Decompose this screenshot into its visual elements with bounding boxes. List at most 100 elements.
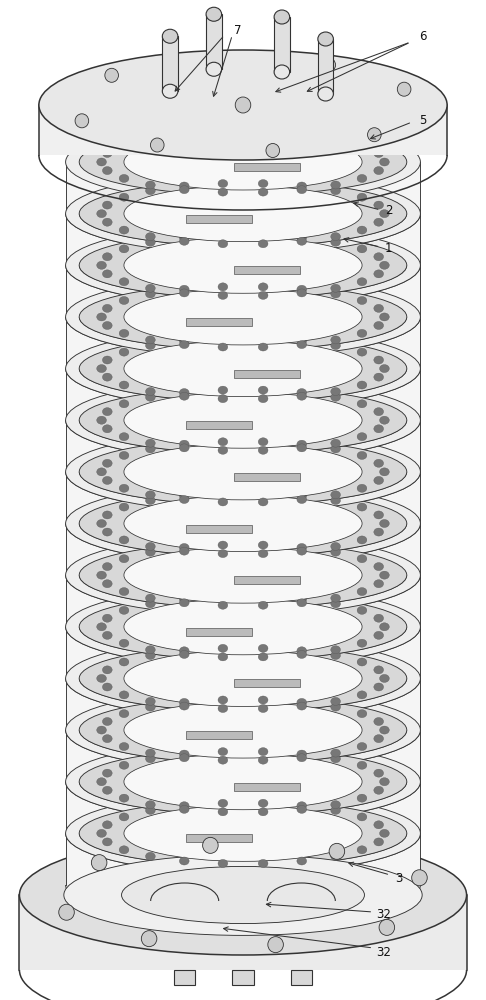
Ellipse shape [331, 852, 341, 860]
Ellipse shape [374, 614, 383, 622]
Ellipse shape [297, 650, 307, 658]
Ellipse shape [374, 425, 383, 433]
Ellipse shape [119, 226, 129, 234]
Ellipse shape [179, 496, 189, 504]
Ellipse shape [357, 329, 367, 337]
Polygon shape [66, 317, 420, 369]
Ellipse shape [331, 594, 341, 602]
Ellipse shape [218, 438, 228, 446]
Ellipse shape [357, 743, 367, 751]
Ellipse shape [119, 451, 129, 459]
Ellipse shape [218, 343, 228, 351]
Ellipse shape [297, 805, 307, 813]
Ellipse shape [119, 606, 129, 614]
Ellipse shape [103, 614, 112, 622]
Ellipse shape [151, 138, 164, 152]
Ellipse shape [331, 749, 341, 757]
Ellipse shape [331, 697, 341, 705]
Ellipse shape [380, 520, 389, 528]
Ellipse shape [124, 805, 362, 861]
Ellipse shape [258, 343, 268, 351]
Ellipse shape [179, 285, 189, 293]
Ellipse shape [119, 761, 129, 769]
Ellipse shape [145, 336, 155, 344]
Ellipse shape [79, 491, 407, 556]
Polygon shape [187, 834, 252, 842]
Ellipse shape [258, 748, 268, 756]
Ellipse shape [179, 392, 189, 400]
Polygon shape [19, 895, 467, 970]
Ellipse shape [179, 341, 189, 349]
Ellipse shape [119, 329, 129, 337]
Ellipse shape [374, 167, 383, 175]
Ellipse shape [97, 365, 106, 373]
Ellipse shape [145, 651, 155, 659]
Ellipse shape [258, 644, 268, 652]
Ellipse shape [331, 181, 341, 189]
Ellipse shape [19, 835, 467, 955]
Ellipse shape [124, 341, 362, 397]
Ellipse shape [297, 702, 307, 710]
Ellipse shape [374, 201, 383, 209]
Ellipse shape [97, 261, 106, 269]
Polygon shape [174, 970, 195, 985]
Ellipse shape [79, 697, 407, 763]
Ellipse shape [374, 218, 383, 226]
Ellipse shape [179, 444, 189, 452]
Ellipse shape [357, 193, 367, 201]
Ellipse shape [297, 440, 307, 448]
Ellipse shape [79, 594, 407, 660]
Ellipse shape [103, 786, 112, 794]
Ellipse shape [218, 696, 228, 704]
Ellipse shape [374, 838, 383, 846]
Ellipse shape [380, 674, 389, 682]
Ellipse shape [103, 683, 112, 691]
Ellipse shape [103, 201, 112, 209]
Ellipse shape [357, 710, 367, 718]
Ellipse shape [258, 180, 268, 188]
Ellipse shape [357, 174, 367, 182]
Ellipse shape [357, 691, 367, 699]
Ellipse shape [145, 135, 155, 143]
Ellipse shape [124, 702, 362, 758]
Ellipse shape [331, 542, 341, 550]
Ellipse shape [103, 631, 112, 639]
Ellipse shape [380, 829, 389, 837]
Text: 2: 2 [385, 204, 393, 217]
Ellipse shape [374, 735, 383, 743]
Ellipse shape [297, 754, 307, 762]
Ellipse shape [331, 393, 341, 401]
Ellipse shape [124, 186, 362, 242]
Ellipse shape [179, 802, 189, 810]
Ellipse shape [103, 580, 112, 588]
Ellipse shape [374, 408, 383, 416]
Ellipse shape [374, 321, 383, 329]
Ellipse shape [66, 690, 420, 770]
Ellipse shape [380, 416, 389, 424]
Ellipse shape [103, 528, 112, 536]
Ellipse shape [218, 188, 228, 196]
Ellipse shape [66, 793, 420, 873]
Ellipse shape [97, 468, 106, 476]
Polygon shape [187, 215, 252, 223]
Ellipse shape [331, 651, 341, 659]
Text: 32: 32 [377, 908, 391, 922]
Ellipse shape [124, 650, 362, 706]
Ellipse shape [145, 181, 155, 189]
Ellipse shape [297, 496, 307, 504]
Ellipse shape [66, 432, 420, 512]
Ellipse shape [258, 859, 268, 867]
Ellipse shape [145, 187, 155, 195]
Ellipse shape [207, 53, 220, 67]
Ellipse shape [380, 726, 389, 734]
Ellipse shape [331, 238, 341, 246]
Ellipse shape [179, 492, 189, 500]
Ellipse shape [218, 593, 228, 601]
Ellipse shape [103, 425, 112, 433]
Ellipse shape [179, 647, 189, 655]
Ellipse shape [297, 857, 307, 865]
Polygon shape [318, 39, 333, 94]
Ellipse shape [206, 62, 222, 76]
Ellipse shape [297, 182, 307, 190]
Polygon shape [187, 318, 252, 326]
